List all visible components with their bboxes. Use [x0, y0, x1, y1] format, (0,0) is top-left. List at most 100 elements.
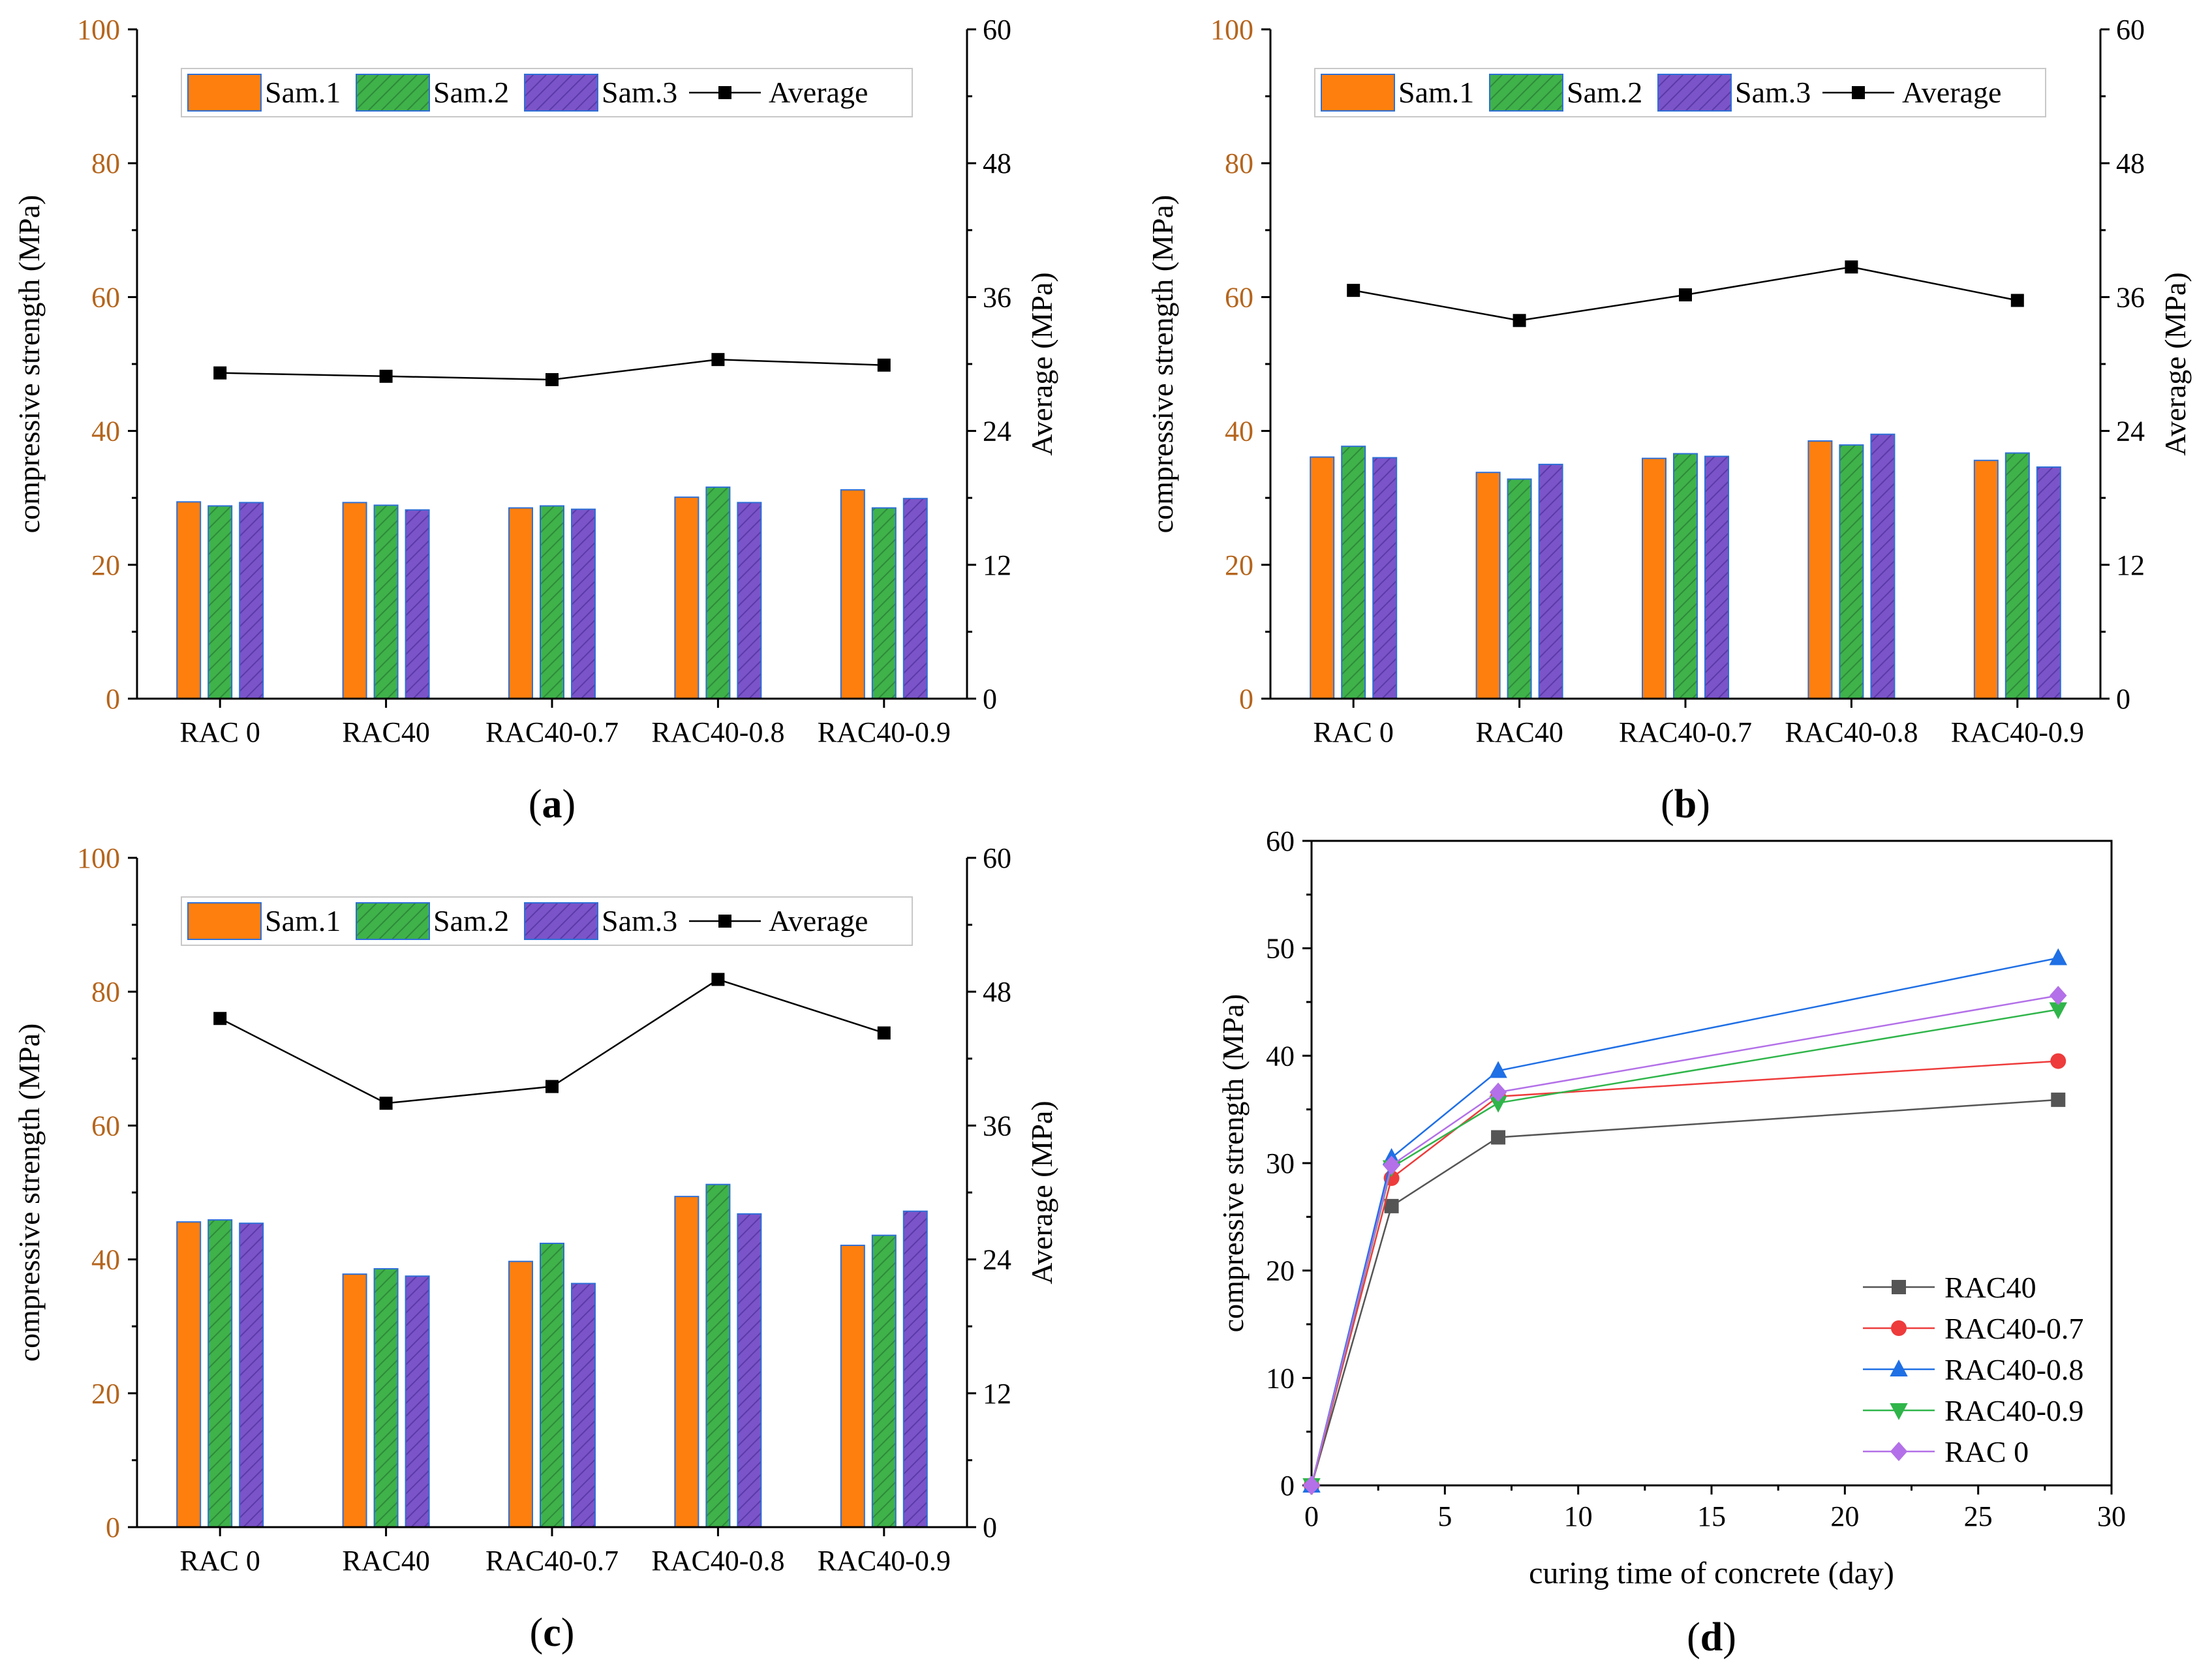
left-tick-label: 20	[91, 1378, 120, 1410]
caption-letter: c	[543, 1611, 561, 1655]
legend-label: RAC40-0.8	[1944, 1353, 2083, 1386]
left-tick-label: 0	[106, 1511, 120, 1543]
left-tick-label: 60	[91, 1110, 120, 1142]
legend-label-sam1: Sam.1	[1398, 76, 1474, 109]
x-tick-label: 5	[1437, 1500, 1452, 1532]
average-point-4	[711, 973, 725, 986]
bar-sam1-4	[1807, 440, 1833, 699]
category-label: RAC40	[342, 1545, 429, 1577]
series-rac40	[1304, 1092, 2066, 1493]
category-label: RAC40	[1475, 716, 1563, 748]
right-tick-label: 60	[2116, 14, 2145, 46]
x-tick-label: 15	[1697, 1500, 1726, 1532]
legend-swatch-sam3	[524, 902, 598, 940]
left-tick-label: 20	[91, 549, 120, 581]
category-label: RAC40-0.9	[818, 716, 951, 748]
left-tick-label: 40	[91, 416, 120, 448]
data-point-4	[2051, 1092, 2066, 1107]
right-tick-label: 0	[2116, 683, 2130, 715]
right-tick-label: 48	[983, 976, 1011, 1008]
legend-label-sam2: Sam.2	[1567, 76, 1642, 109]
data-point-2	[1383, 1155, 1400, 1176]
left-tick-label: 40	[1225, 416, 1253, 448]
bar-sam1-5	[840, 1245, 865, 1528]
bar-sam3-5	[2036, 466, 2061, 700]
right-tick-label: 24	[2116, 416, 2145, 448]
panel-caption: (b)	[1661, 782, 1710, 827]
legend-swatch-sam1	[187, 74, 262, 112]
right-tick-label: 24	[983, 1244, 1011, 1276]
bar-sam1-5	[1973, 459, 1999, 700]
legend-marker	[1890, 1442, 1908, 1461]
right-tick-label: 0	[983, 1511, 997, 1543]
category-label: RAC40-0.7	[485, 1545, 619, 1577]
bar-sam2-5	[871, 507, 897, 700]
legend-label-sam2: Sam.2	[433, 76, 509, 109]
y-tick-label: 40	[1266, 1040, 1295, 1072]
data-point-4	[2050, 1053, 2066, 1069]
panel-caption: (c)	[530, 1611, 575, 1655]
bar-sam2-2	[373, 504, 399, 700]
left-tick-label: 80	[91, 976, 120, 1008]
average-point-2	[379, 1097, 393, 1110]
left-tick-label: 100	[77, 14, 120, 46]
panel-caption: (a)	[529, 782, 576, 827]
bar-sam2-1	[1341, 446, 1366, 699]
y-axis-title: compressive strength (MPa)	[12, 195, 46, 534]
bar-sam1-3	[1642, 457, 1667, 700]
data-point-1	[1302, 1476, 1321, 1495]
series-line	[1310, 957, 2059, 1486]
bar-sam3-5	[902, 498, 928, 699]
legend-average-marker	[1852, 86, 1865, 99]
data-point-2	[1384, 1198, 1399, 1213]
y-tick-label: 20	[1266, 1255, 1295, 1287]
left-tick-label: 20	[1225, 549, 1253, 581]
legend-swatch-sam2	[356, 902, 430, 940]
left-tick-label: 60	[91, 281, 120, 313]
chart-panel-b: 0 20 40 60 80 100 0 12 24 36 48 60 RAC 0 RAC40 RAC40-0…	[1146, 14, 2192, 827]
x-tick-label: 30	[2097, 1500, 2126, 1532]
x-tick-label: 20	[1830, 1500, 1859, 1532]
data-point-3	[1489, 1061, 1507, 1078]
bar-sam1-4	[674, 496, 699, 699]
legend-label-average: Average	[769, 904, 868, 937]
right-tick-label: 48	[2116, 147, 2145, 179]
left-tick-label: 0	[1239, 683, 1253, 715]
bar-sam2-4	[705, 486, 731, 699]
average-point-1	[213, 1012, 227, 1025]
chart-panel-c: 0 20 40 60 80 100 0 12 24 36 48 60 RAC 0 RAC40 RAC40-0…	[12, 842, 1058, 1655]
right-tick-label: 60	[983, 842, 1011, 874]
bar-sam3-3	[1704, 455, 1729, 699]
y-tick-label: 0	[1280, 1470, 1295, 1502]
caption-open: (	[529, 782, 542, 827]
right-tick-label: 0	[983, 683, 997, 715]
bar-sam1-2	[1475, 472, 1501, 699]
average-point-1	[1347, 284, 1360, 297]
legend-marker	[1891, 1320, 1907, 1336]
bar-sam2-3	[1673, 453, 1698, 699]
bar-sam2-5	[2005, 452, 2030, 699]
bar-sam2-5	[871, 1234, 897, 1528]
bar-sam1-5	[840, 489, 865, 699]
caption-letter: d	[1700, 1615, 1723, 1660]
legend-label: RAC40-0.9	[1944, 1394, 2083, 1427]
category-label: RAC 0	[179, 1545, 260, 1577]
bar-sam3-2	[405, 509, 430, 700]
legend-swatch-sam1	[1321, 74, 1395, 112]
legend-swatch-sam2	[356, 74, 430, 112]
caption-open: (	[1661, 782, 1674, 827]
bar-sam1-1	[176, 501, 202, 700]
legend-label-average: Average	[1902, 76, 2001, 109]
left-tick-label: 80	[1225, 147, 1253, 179]
bar-sam3-1	[239, 1222, 264, 1528]
series-rac0	[1302, 986, 2067, 1495]
data-point-3	[1491, 1130, 1506, 1145]
category-label: RAC40-0.9	[818, 1545, 951, 1577]
data-point-4	[2049, 948, 2068, 965]
right-tick-label: 36	[2116, 281, 2145, 313]
y-tick-label: 60	[1266, 825, 1295, 857]
data-point-3	[1489, 1082, 1507, 1102]
legend: Sam.1 Sam.2 Sam.3 Average	[181, 68, 913, 117]
x-axis-title: curing time of concrete (day)	[1529, 1556, 1894, 1590]
